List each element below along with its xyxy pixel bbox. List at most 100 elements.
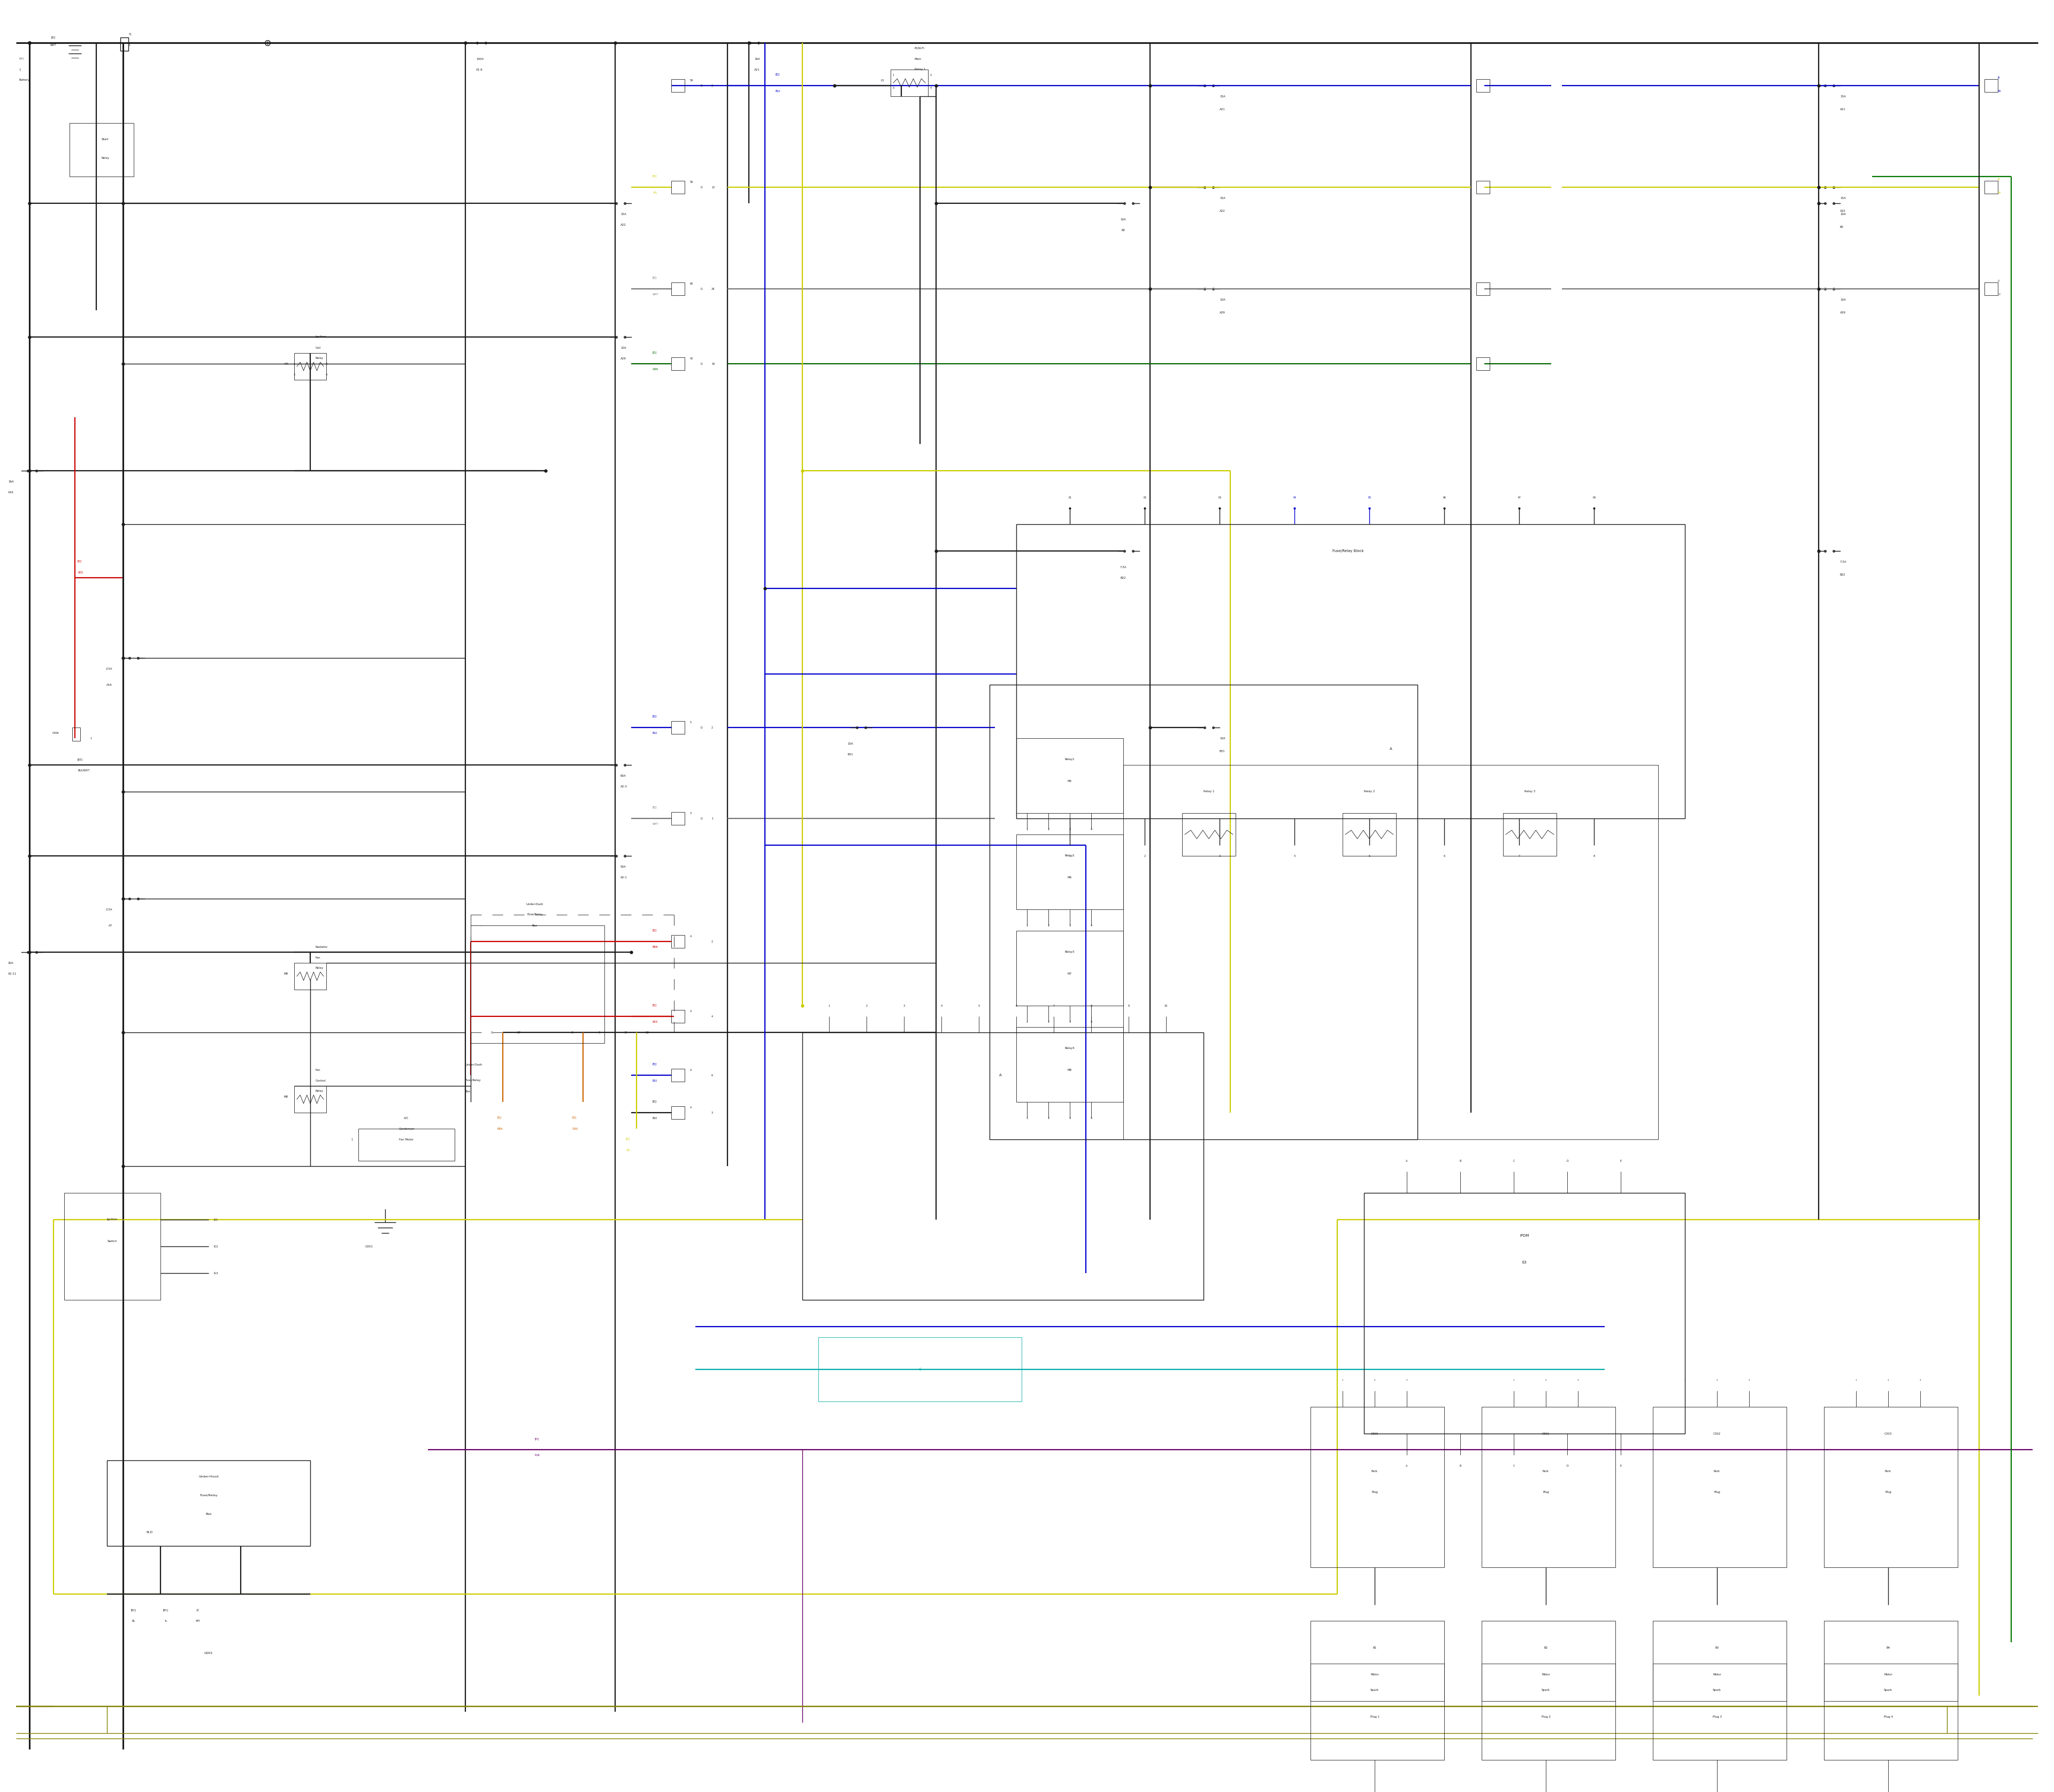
Text: Motor: Motor bbox=[1713, 1674, 1721, 1676]
Text: Fan Motor: Fan Motor bbox=[398, 1138, 413, 1142]
Bar bbox=[672, 935, 684, 948]
Bar bbox=[72, 728, 80, 740]
Bar bbox=[357, 1129, 454, 1161]
Text: B31: B31 bbox=[848, 753, 852, 756]
Text: Battery: Battery bbox=[18, 79, 29, 82]
Text: Plug: Plug bbox=[1543, 1491, 1549, 1495]
Text: P4: P4 bbox=[1292, 496, 1296, 498]
Text: Motor: Motor bbox=[1543, 1674, 1551, 1676]
Text: M8: M8 bbox=[1068, 1068, 1072, 1072]
Bar bbox=[1653, 1620, 1787, 1701]
Bar bbox=[1183, 814, 1237, 857]
Bar bbox=[1017, 525, 1684, 819]
Text: G301: G301 bbox=[366, 1245, 374, 1247]
Text: B22: B22 bbox=[1119, 577, 1126, 579]
Text: Fuse/Relay: Fuse/Relay bbox=[528, 914, 542, 916]
Text: (+): (+) bbox=[18, 57, 23, 61]
Bar bbox=[1343, 814, 1397, 857]
Bar bbox=[1481, 1663, 1614, 1760]
Bar bbox=[1017, 930, 1124, 1005]
Text: A2-1: A2-1 bbox=[620, 876, 626, 878]
Text: A22: A22 bbox=[620, 224, 626, 226]
Text: 10A: 10A bbox=[1840, 213, 1847, 215]
Bar bbox=[891, 70, 928, 97]
Text: IG1: IG1 bbox=[214, 1219, 218, 1220]
Text: 2.5A: 2.5A bbox=[105, 667, 113, 670]
Text: GRN: GRN bbox=[653, 367, 659, 371]
Text: B4: B4 bbox=[1886, 1647, 1890, 1649]
Text: A21: A21 bbox=[1840, 108, 1847, 111]
Text: M4: M4 bbox=[286, 362, 290, 366]
Bar bbox=[1481, 1407, 1614, 1568]
Bar bbox=[672, 1011, 684, 1023]
Text: A22: A22 bbox=[1220, 210, 1226, 213]
Bar bbox=[990, 685, 1417, 1140]
Text: IG2: IG2 bbox=[214, 1245, 218, 1247]
Text: 2.5A: 2.5A bbox=[105, 909, 113, 910]
Text: T1: T1 bbox=[127, 34, 131, 36]
Text: B31: B31 bbox=[1220, 751, 1226, 753]
Text: Relay: Relay bbox=[316, 357, 325, 360]
Text: Box: Box bbox=[205, 1512, 212, 1516]
Text: [EJ]: [EJ] bbox=[653, 1004, 657, 1007]
Text: Park: Park bbox=[1713, 1469, 1721, 1473]
Text: A21: A21 bbox=[754, 68, 760, 72]
Text: Fan: Fan bbox=[316, 1068, 320, 1072]
Text: IPDM: IPDM bbox=[1520, 1235, 1528, 1236]
Bar bbox=[672, 720, 684, 735]
Text: E3: E3 bbox=[1522, 1262, 1526, 1263]
Bar bbox=[1824, 1620, 1957, 1701]
Text: Box: Box bbox=[532, 925, 538, 926]
Text: Relay: Relay bbox=[101, 156, 109, 159]
Text: RED: RED bbox=[78, 572, 82, 573]
Text: P7: P7 bbox=[1518, 496, 1520, 498]
Bar bbox=[672, 1068, 684, 1082]
Text: Relay4: Relay4 bbox=[1064, 1047, 1074, 1050]
Text: Spark: Spark bbox=[1543, 1690, 1551, 1692]
Text: 15A: 15A bbox=[620, 213, 626, 215]
Text: 20A: 20A bbox=[8, 962, 14, 964]
Text: 59: 59 bbox=[690, 79, 694, 82]
Bar bbox=[1477, 79, 1489, 91]
Text: Relay: Relay bbox=[316, 1090, 325, 1093]
Text: Relay 3: Relay 3 bbox=[1524, 790, 1534, 794]
Text: 60A: 60A bbox=[620, 774, 626, 778]
Text: [EJ]: [EJ] bbox=[653, 806, 657, 808]
Text: WHT: WHT bbox=[51, 45, 58, 47]
Text: A1-6: A1-6 bbox=[477, 68, 483, 72]
Text: [EJ]: [EJ] bbox=[653, 351, 657, 355]
Bar bbox=[294, 962, 327, 989]
Text: [EJ]: [EJ] bbox=[653, 930, 657, 932]
Bar bbox=[1310, 1620, 1444, 1701]
Bar bbox=[294, 1086, 327, 1113]
Text: ORN: ORN bbox=[573, 1127, 577, 1131]
Text: [EJ]: [EJ] bbox=[573, 1116, 577, 1120]
Text: A29: A29 bbox=[1220, 312, 1226, 314]
Text: Plug 2: Plug 2 bbox=[1540, 1715, 1551, 1719]
Text: 19: 19 bbox=[711, 362, 715, 366]
Text: A22: A22 bbox=[1840, 210, 1847, 213]
Text: 10A: 10A bbox=[1119, 219, 1126, 220]
Text: Coil: Coil bbox=[316, 346, 320, 349]
Text: Plug: Plug bbox=[1886, 1491, 1892, 1495]
Bar bbox=[1481, 1620, 1614, 1701]
Text: A2-11: A2-11 bbox=[8, 973, 16, 975]
Bar bbox=[1984, 283, 1999, 296]
Text: [EJ]: [EJ] bbox=[653, 1100, 657, 1104]
Text: M8: M8 bbox=[283, 1095, 288, 1098]
Text: B2: B2 bbox=[1121, 229, 1126, 231]
Text: B22: B22 bbox=[1840, 573, 1847, 577]
Text: PGM-FI: PGM-FI bbox=[914, 47, 924, 50]
Text: 17: 17 bbox=[518, 1030, 522, 1034]
Bar bbox=[672, 283, 684, 296]
Text: [EJ]: [EJ] bbox=[776, 73, 781, 77]
Bar bbox=[1477, 181, 1489, 194]
Text: BL: BL bbox=[131, 1620, 136, 1622]
Text: [EI]: [EI] bbox=[534, 1437, 540, 1441]
Text: BLU: BLU bbox=[776, 90, 781, 91]
Text: [EJ]: [EJ] bbox=[653, 276, 657, 280]
Text: 59: 59 bbox=[1999, 192, 2001, 194]
Text: D: D bbox=[624, 1030, 626, 1034]
Text: YEL: YEL bbox=[653, 192, 657, 194]
Text: 59: 59 bbox=[1999, 90, 2001, 91]
